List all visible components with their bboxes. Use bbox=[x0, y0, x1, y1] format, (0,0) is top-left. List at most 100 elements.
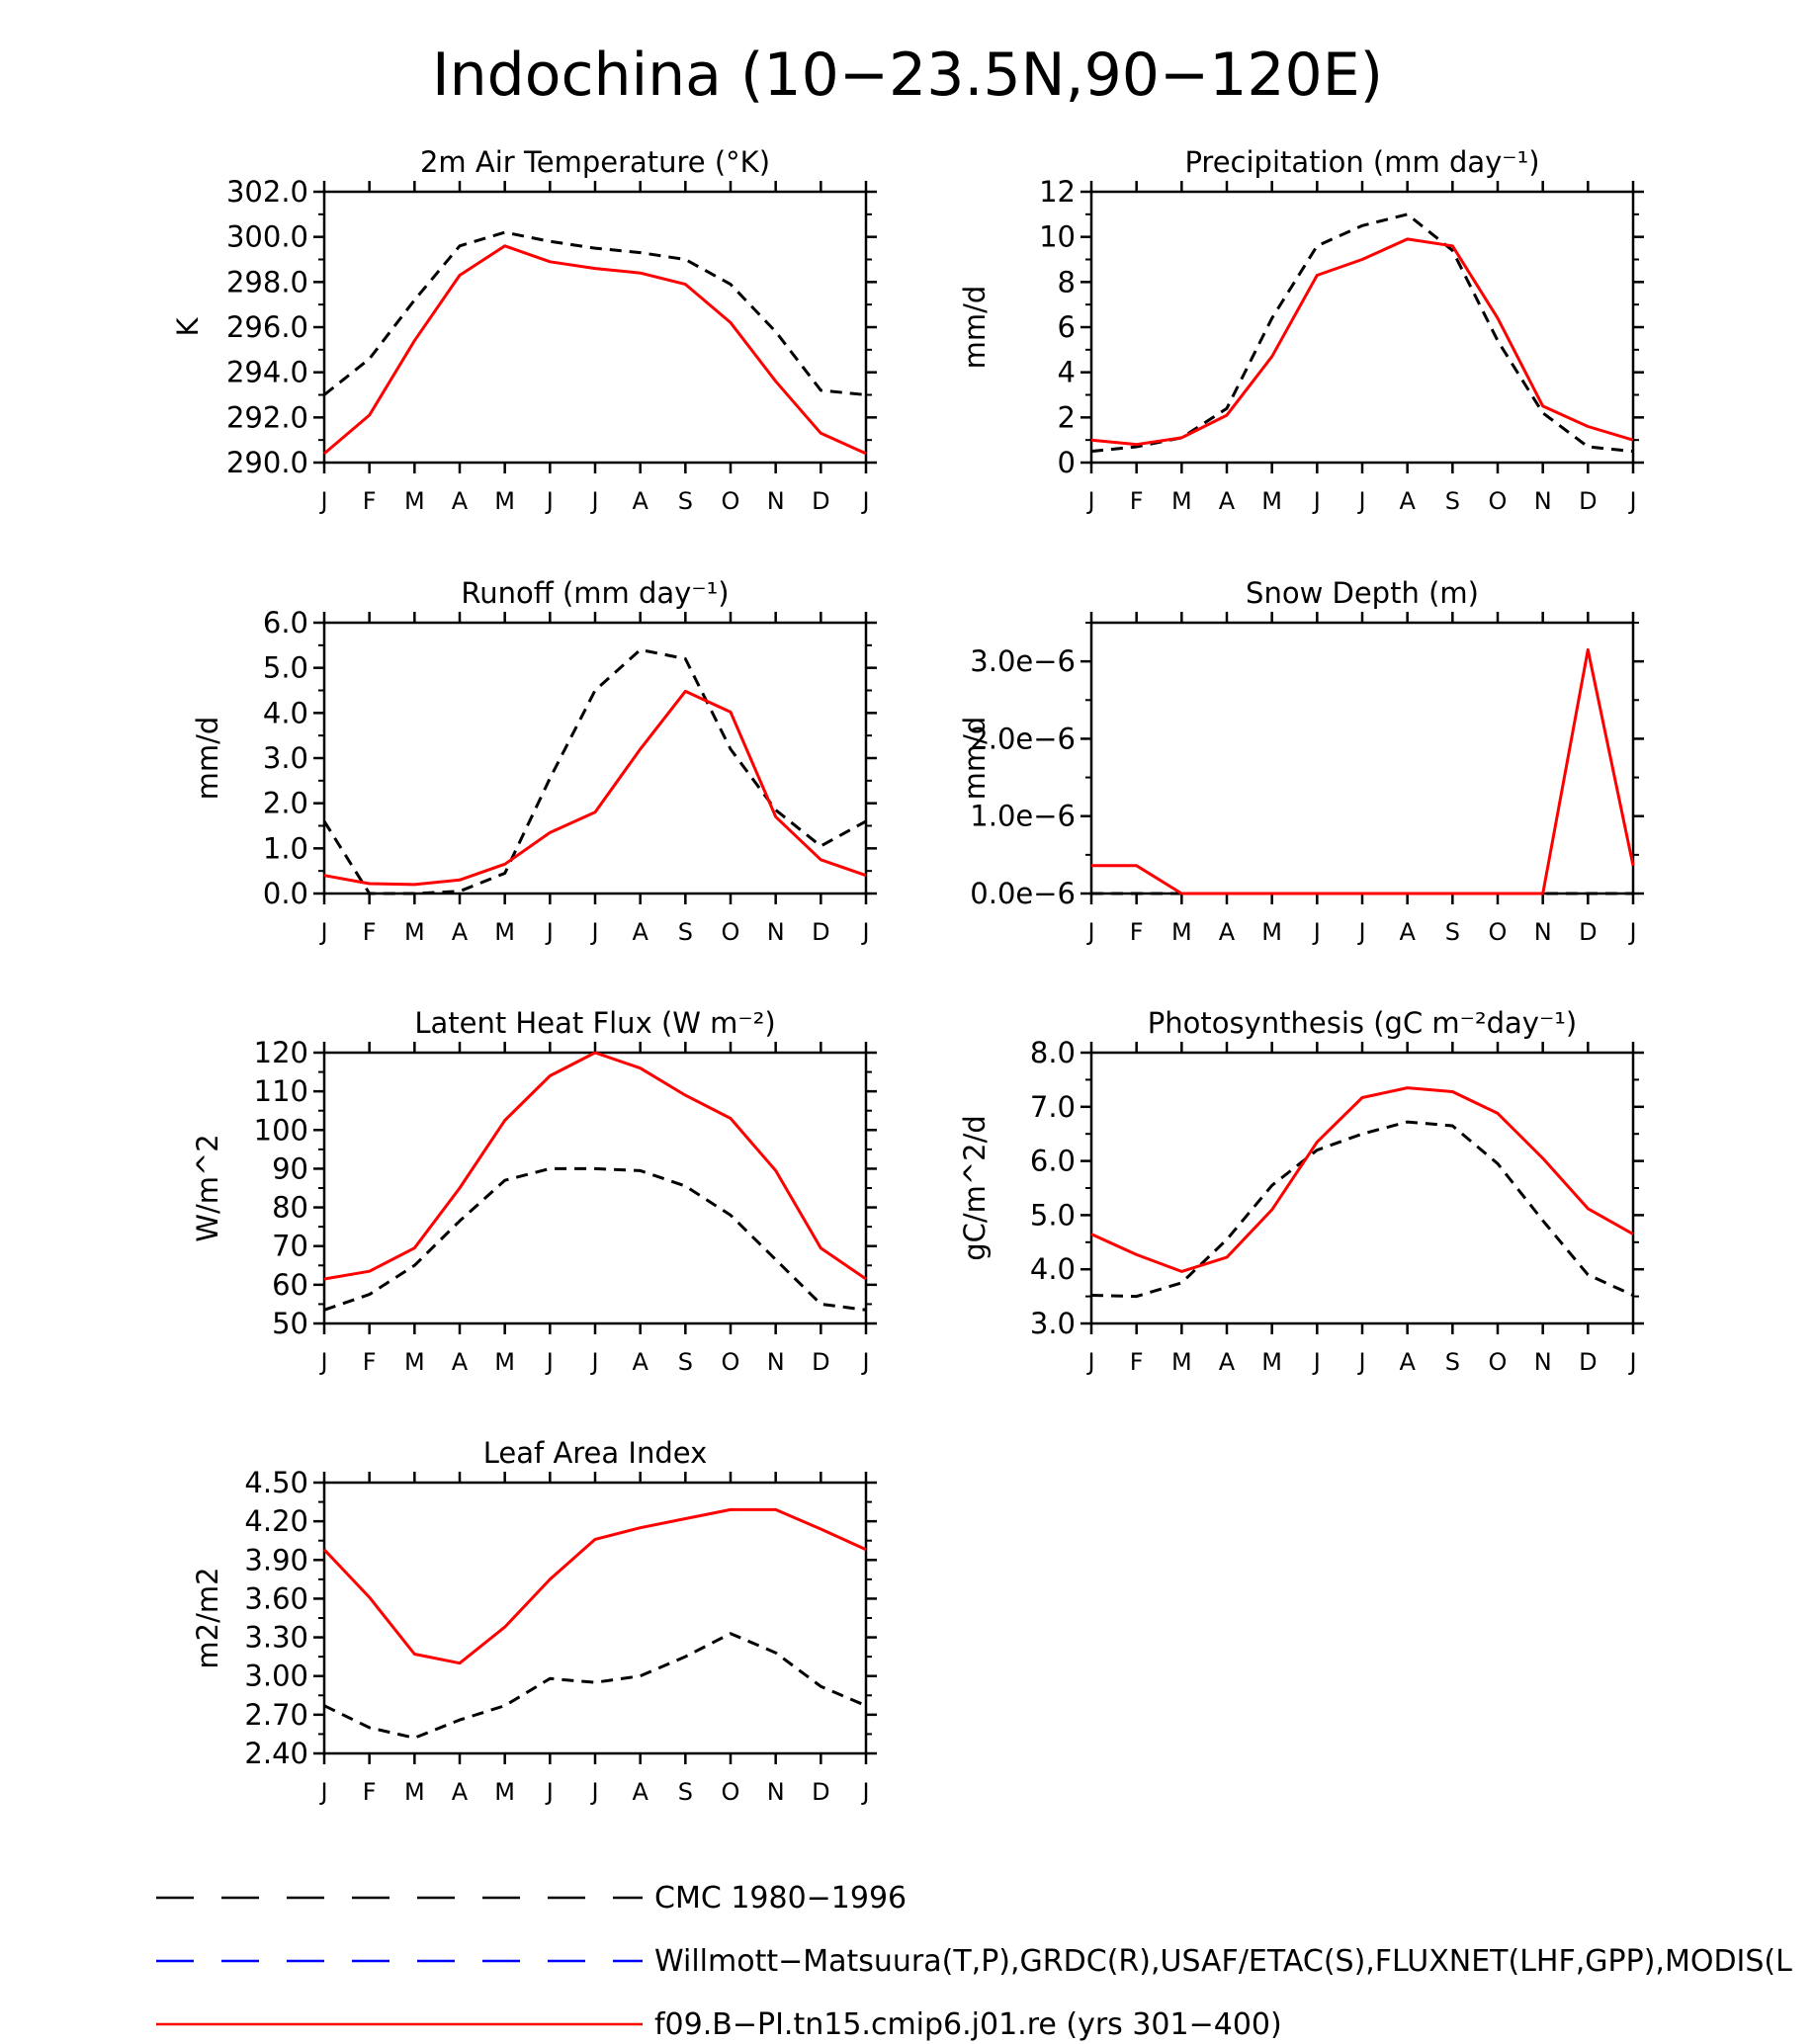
x-tick-label: J bbox=[1627, 918, 1636, 946]
x-tick-label: A bbox=[632, 1348, 648, 1376]
x-tick-label: A bbox=[1399, 487, 1416, 515]
x-tick-label: F bbox=[1130, 1348, 1144, 1376]
y-tick-label: 3.0e−6 bbox=[970, 644, 1076, 678]
x-tick-label: D bbox=[812, 1348, 829, 1376]
x-tick-label: D bbox=[1579, 487, 1597, 515]
series-line bbox=[323, 1632, 867, 1740]
x-tick-label: J bbox=[1085, 918, 1094, 946]
chart-panel-6: J F M A M J J A S O N D J3.04.05.06.07.08.0Photosynt… bbox=[958, 1006, 1644, 1376]
x-tick-label: A bbox=[632, 487, 648, 515]
x-tick-label: A bbox=[1219, 487, 1236, 515]
series-model bbox=[323, 244, 867, 456]
x-tick-label: J bbox=[1356, 918, 1365, 946]
x-tick-label: O bbox=[1489, 918, 1508, 946]
legend-label: f09.B−PI.tn15.cmip6.j01.re (yrs 301−400) bbox=[654, 2007, 1282, 2042]
series-cmc bbox=[1090, 1120, 1634, 1299]
x-tick-label: N bbox=[1534, 487, 1552, 515]
plot-frame bbox=[322, 190, 868, 465]
x-tick-label: J bbox=[545, 1348, 554, 1376]
y-tick-label: 80 bbox=[272, 1191, 308, 1225]
y-tick-label: 12 bbox=[1039, 175, 1076, 209]
x-tick-label: M bbox=[1171, 1348, 1192, 1376]
series-line bbox=[1090, 1120, 1634, 1299]
x-tick-label: S bbox=[678, 1348, 693, 1376]
x-tick-label: J bbox=[1312, 487, 1321, 515]
y-tick-label: 3.90 bbox=[244, 1543, 308, 1576]
x-tick-label: M bbox=[404, 918, 425, 946]
x-tick-label: M bbox=[404, 1348, 425, 1376]
y-tick-label: 294.0 bbox=[226, 356, 308, 389]
y-tick-label: 0.0e−6 bbox=[970, 877, 1076, 910]
y-tick-label: 120 bbox=[254, 1036, 308, 1069]
x-tick-label: S bbox=[678, 918, 693, 946]
x-tick-label: M bbox=[404, 1778, 425, 1806]
x-tick-label: A bbox=[1399, 918, 1416, 946]
x-tick-label: F bbox=[363, 487, 377, 515]
x-tick-label: A bbox=[632, 1778, 648, 1806]
chart-title: Precipitation (mm day⁻¹) bbox=[1184, 145, 1539, 179]
y-tick-label: 4 bbox=[1058, 356, 1076, 389]
plot-frame bbox=[322, 621, 868, 895]
y-tick-label: 8.0 bbox=[1030, 1036, 1076, 1069]
y-tick-label: 10 bbox=[1039, 220, 1076, 254]
plot-frame bbox=[1089, 190, 1635, 465]
y-tick-label: 5.0 bbox=[263, 651, 308, 685]
x-tick-label: O bbox=[1489, 1348, 1508, 1376]
x-tick-label: S bbox=[1445, 1348, 1460, 1376]
chart-panel-1: J F M A M J J A S O N D J290.0292.0294.0296.0298.030… bbox=[171, 145, 877, 515]
x-tick-label: D bbox=[812, 918, 829, 946]
x-tick-label: J bbox=[1085, 1348, 1094, 1376]
x-tick-label: D bbox=[1579, 1348, 1597, 1376]
chart-title: Latent Heat Flux (W m⁻²) bbox=[414, 1006, 775, 1040]
y-tick-label: 6.0 bbox=[1030, 1145, 1076, 1178]
chart-title: 2m Air Temperature (°K) bbox=[420, 145, 770, 179]
x-tick-label: N bbox=[1534, 918, 1552, 946]
x-tick-label: M bbox=[1261, 1348, 1282, 1376]
y-axis-label: m2/m2 bbox=[191, 1567, 224, 1668]
x-tick-label: M bbox=[1261, 918, 1282, 946]
x-tick-label: J bbox=[1627, 1348, 1636, 1376]
x-tick-label: M bbox=[494, 918, 515, 946]
chart-title: Snow Depth (m) bbox=[1246, 576, 1479, 610]
x-tick-label: O bbox=[722, 1778, 740, 1806]
x-tick-label: J bbox=[589, 1348, 598, 1376]
series-model bbox=[322, 1507, 867, 1665]
y-tick-label: 0.0 bbox=[263, 877, 308, 910]
x-tick-label: J bbox=[318, 1348, 327, 1376]
y-tick-label: 3.0 bbox=[263, 741, 308, 775]
series-cmc bbox=[323, 1632, 867, 1740]
x-tick-label: J bbox=[589, 918, 598, 946]
y-tick-label: 7.0 bbox=[1030, 1090, 1076, 1124]
x-tick-label: J bbox=[318, 487, 327, 515]
y-tick-label: 8 bbox=[1058, 265, 1076, 298]
y-tick-label: 2.40 bbox=[244, 1737, 308, 1770]
x-tick-label: F bbox=[363, 918, 377, 946]
series-line bbox=[322, 1507, 867, 1665]
series-line bbox=[323, 230, 867, 396]
x-tick-label: A bbox=[452, 487, 469, 515]
series-line bbox=[1090, 1086, 1634, 1273]
x-tick-label: S bbox=[678, 487, 693, 515]
y-axis-label: gC/m^2/d bbox=[958, 1115, 992, 1261]
series-model bbox=[323, 1051, 867, 1281]
x-tick-label: F bbox=[363, 1778, 377, 1806]
y-tick-label: 6 bbox=[1058, 310, 1076, 344]
y-tick-label: 1.0 bbox=[263, 831, 308, 865]
x-tick-label: M bbox=[494, 487, 515, 515]
chart-title: Runoff (mm day⁻¹) bbox=[461, 576, 729, 610]
x-tick-label: A bbox=[1219, 918, 1236, 946]
x-tick-label: J bbox=[860, 1778, 869, 1806]
series-line bbox=[323, 1051, 867, 1281]
x-tick-label: D bbox=[812, 487, 829, 515]
x-tick-label: J bbox=[860, 1348, 869, 1376]
x-tick-label: A bbox=[452, 1778, 469, 1806]
y-axis-label: mm/d bbox=[958, 286, 992, 370]
x-tick-label: O bbox=[722, 487, 740, 515]
y-tick-label: 0 bbox=[1058, 446, 1076, 479]
y-tick-label: 5.0 bbox=[1030, 1198, 1076, 1232]
y-tick-label: 292.0 bbox=[226, 400, 308, 434]
y-tick-label: 4.20 bbox=[244, 1504, 308, 1538]
series-line bbox=[323, 1166, 867, 1312]
